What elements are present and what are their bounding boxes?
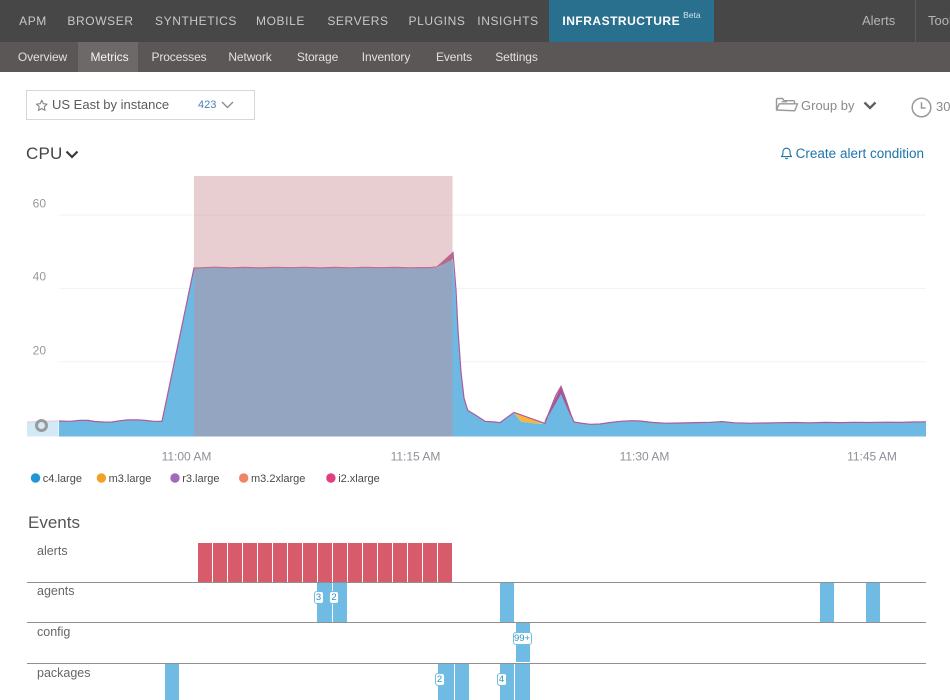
- svg-text:m3.large: m3.large: [109, 473, 152, 485]
- svg-text:40: 40: [33, 270, 47, 284]
- svg-text:20: 20: [33, 344, 47, 358]
- svg-text:c4.large: c4.large: [43, 473, 82, 485]
- svg-text:m3.2xlarge: m3.2xlarge: [251, 473, 305, 485]
- svg-text:11:30 AM: 11:30 AM: [620, 450, 670, 464]
- svg-text:i2.xlarge: i2.xlarge: [338, 473, 380, 485]
- svg-text:11:45 AM: 11:45 AM: [847, 450, 897, 464]
- svg-text:11:15 AM: 11:15 AM: [391, 450, 441, 464]
- svg-text:60: 60: [33, 197, 47, 211]
- svg-text:r3.large: r3.large: [182, 473, 219, 485]
- svg-text:11:00 AM: 11:00 AM: [162, 450, 212, 464]
